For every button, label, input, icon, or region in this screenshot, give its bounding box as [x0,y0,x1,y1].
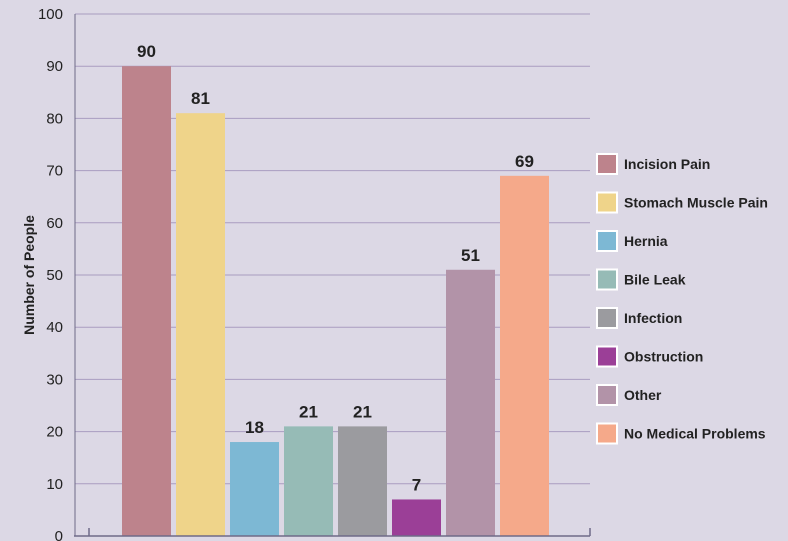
legend-label: Incision Pain [624,156,710,172]
y-tick-label: 20 [46,424,63,441]
legend-label: Obstruction [624,349,703,365]
y-axis-ticks: 0 10 20 30 40 50 60 70 80 90 100 [38,6,63,541]
y-tick-label: 80 [46,110,63,127]
y-tick-label: 30 [46,371,63,388]
y-tick-label: 100 [38,6,63,23]
legend-label: Infection [624,310,682,326]
bar-value-label: 21 [353,402,372,421]
legend-swatch [596,345,618,368]
y-tick-label: 70 [46,163,63,180]
value-labels: 90 81 18 21 21 7 51 69 [137,42,534,494]
legend-swatch [596,153,618,175]
bar-value-label: 21 [299,402,318,421]
legend: Incision Pain Stomach Muscle Pain Hernia Bi… [596,153,768,445]
bar-value-label: 69 [515,152,534,171]
bar [338,426,387,536]
legend-label: Other [624,387,662,403]
legend-swatch [596,384,618,406]
bar-value-label: 7 [412,475,421,494]
y-tick-label: 60 [46,215,63,232]
axes [74,14,591,537]
bar [446,269,495,536]
bar [284,426,333,536]
y-tick-label: 50 [46,267,63,284]
bar [500,175,549,536]
bar-value-label: 18 [245,418,264,437]
legend-swatch [596,268,618,291]
bar-value-label: 81 [191,89,210,108]
y-axis-label: Number of People [21,215,37,335]
legend-label: No Medical Problems [624,426,766,442]
y-tick-label: 0 [55,528,63,541]
bar [392,499,441,536]
bar [122,66,171,536]
legend-swatch [596,230,618,252]
legend-swatch [596,307,618,329]
y-tick-label: 40 [46,319,63,336]
bar-value-label: 51 [461,246,480,265]
legend-swatch [596,191,618,214]
bars [122,66,549,537]
y-tick-label: 90 [46,58,63,75]
y-tick-label: 10 [46,476,63,493]
bar [176,113,225,537]
legend-label: Hernia [624,233,668,249]
legend-label: Bile Leak [624,272,686,288]
legend-label: Stomach Muscle Pain [624,195,768,211]
legend-swatch [596,422,618,445]
bar [230,442,279,536]
bar-value-label: 90 [137,42,156,61]
